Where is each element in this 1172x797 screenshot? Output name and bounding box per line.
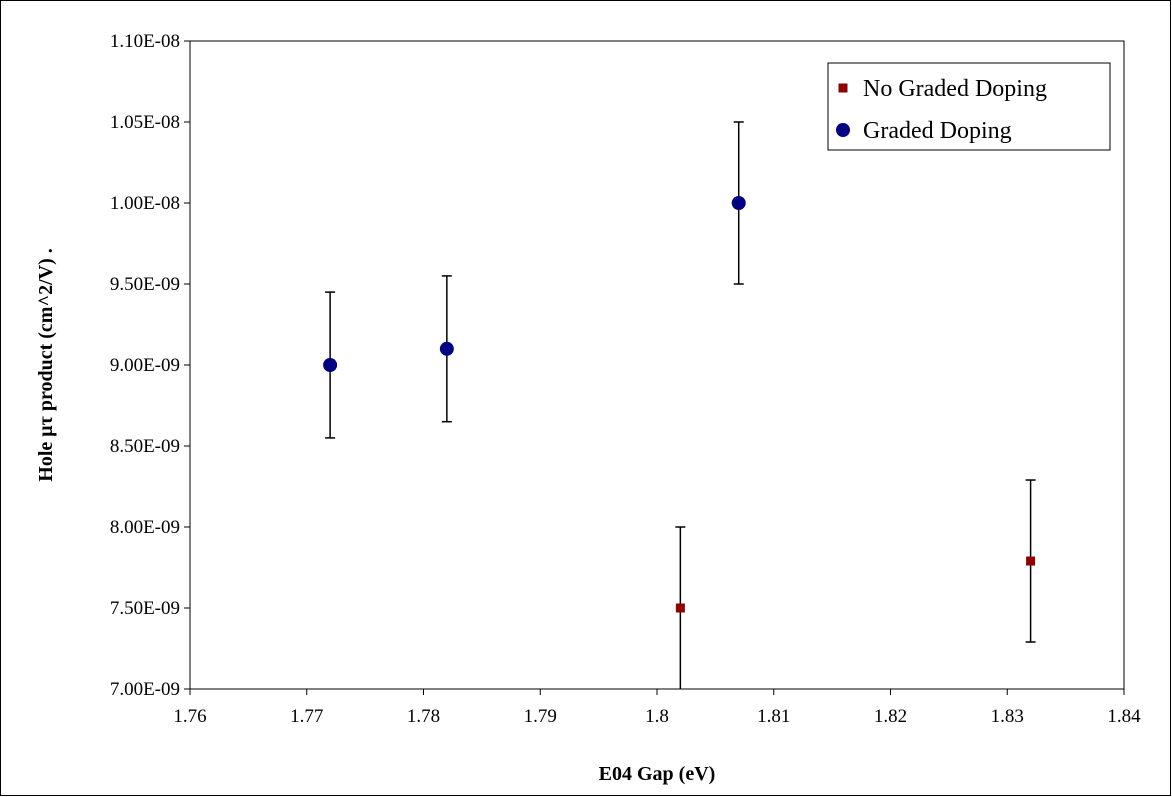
x-tick-label: 1.76 (173, 706, 206, 727)
data-point-graded-doping (323, 358, 338, 372)
data-point-no-graded-doping (1026, 556, 1036, 566)
legend-label: Graded Doping (863, 118, 1012, 144)
y-tick-label: 8.50E-09 (110, 436, 180, 457)
x-tick-label: 1.81 (757, 706, 790, 727)
x-tick-label: 1.78 (407, 706, 440, 727)
legend-box (827, 62, 1111, 151)
legend: No Graded Doping Graded Doping (827, 62, 1111, 151)
y-tick-label: 7.50E-09 (110, 598, 180, 619)
x-tick-label: 1.82 (874, 706, 907, 727)
y-tick-label: 1.00E-08 (110, 193, 180, 214)
x-tick-label: 1.79 (524, 706, 557, 727)
legend-marker-square (838, 83, 848, 93)
x-tick-label: 1.77 (290, 706, 323, 727)
y-axis: 7.00E-09 7.50E-09 8.00E-09 8.50E-09 9.00E-09… (110, 31, 190, 700)
legend-marker-circle (836, 123, 850, 137)
x-axis: 1.76 1.77 1.78 1.79 1.8 1.81 1.82 1.83 1.84 (173, 689, 1141, 727)
x-tick-label: 1.84 (1107, 706, 1141, 727)
x-tick-label: 1.8 (645, 706, 669, 727)
data-point-no-graded-doping (675, 603, 685, 613)
x-tick-label: 1.83 (991, 706, 1024, 727)
y-axis-title: Hole μτ product (cm^2/V) . (35, 248, 57, 481)
y-tick-label: 8.00E-09 (110, 517, 180, 538)
y-tick-label: 1.05E-08 (110, 112, 180, 133)
legend-label: No Graded Doping (863, 76, 1047, 102)
data-points (323, 196, 1036, 613)
x-axis-title: E04 Gap (eV) (599, 763, 716, 785)
y-tick-label: 9.50E-09 (110, 274, 180, 295)
data-point-graded-doping (731, 196, 746, 210)
data-point-graded-doping (439, 341, 454, 356)
y-tick-label: 9.00E-09 (110, 355, 180, 376)
y-tick-label: 1.10E-08 (110, 31, 180, 52)
y-tick-label: 7.00E-09 (110, 679, 180, 700)
